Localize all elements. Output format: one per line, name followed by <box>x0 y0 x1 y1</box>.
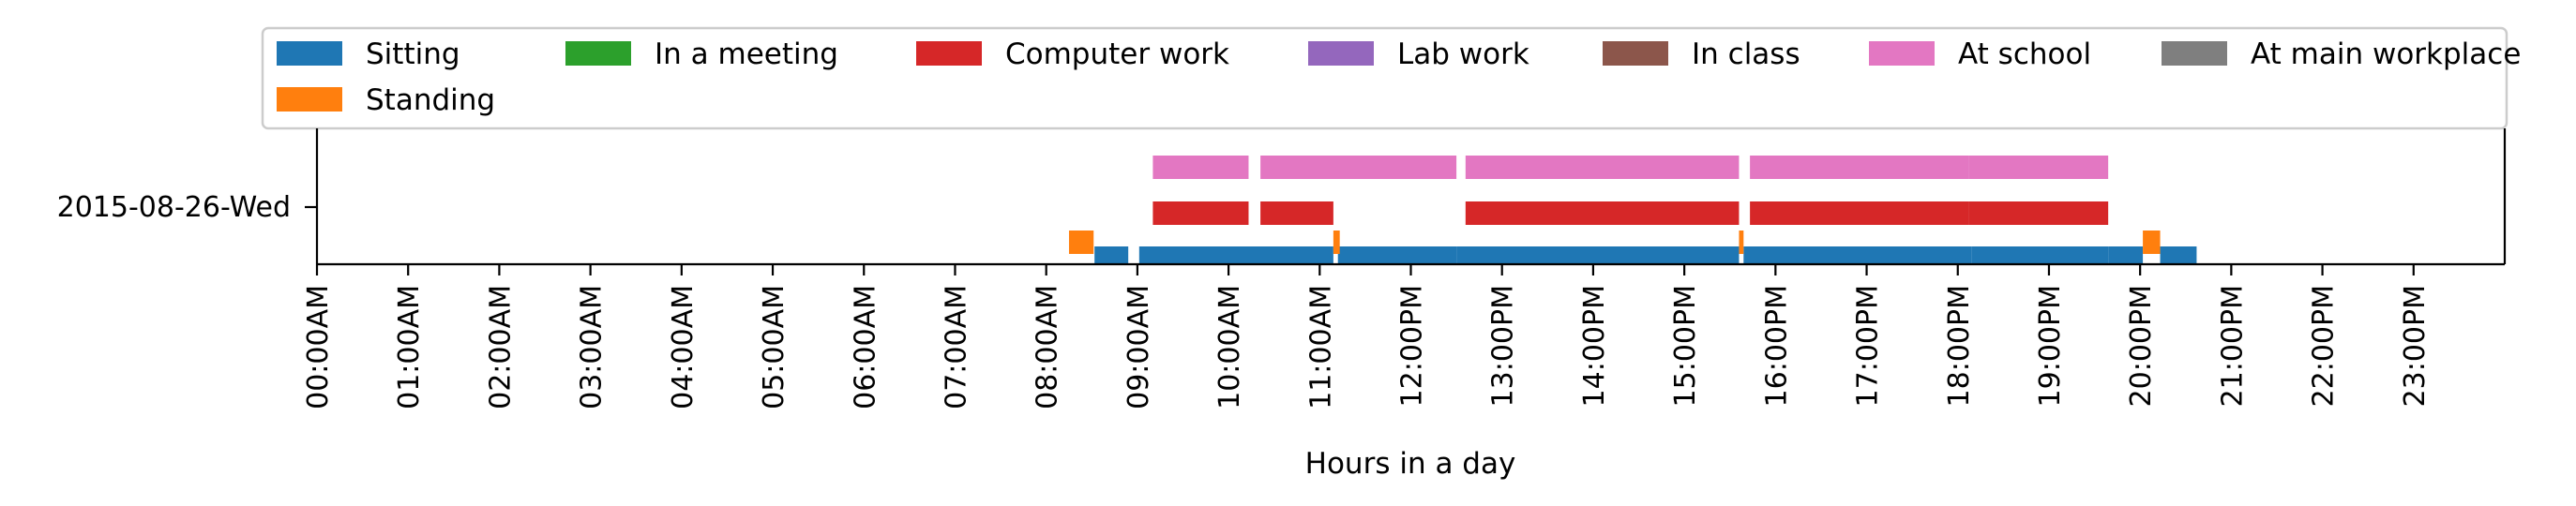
x-tick-label: 01:00AM <box>393 285 426 409</box>
plot-area: 2015-08-26-Wed 00:00AM 01:00AM 02:00AM 03:0… <box>57 128 2507 481</box>
x-tick-label: 12:00PM <box>1396 285 1429 407</box>
legend-label: Sitting <box>366 37 460 71</box>
bar-sitting <box>1138 246 1333 264</box>
bar-sitting <box>1337 246 1457 264</box>
bar-standing <box>1739 231 1744 254</box>
x-tick-label: 07:00AM <box>940 285 972 409</box>
legend-label: Computer work <box>1005 37 1229 71</box>
bar-computer-work <box>1260 201 1333 225</box>
legend-swatch-sitting <box>277 41 342 66</box>
x-tick-label: 19:00PM <box>2034 285 2067 407</box>
legend-label: At school <box>1958 37 2091 71</box>
bar-computer-work <box>1152 201 1249 225</box>
legend-label: In class <box>1692 37 1800 71</box>
x-tick-label: 06:00AM <box>849 285 881 409</box>
bar-at-school <box>1750 156 1969 179</box>
x-tick-label: 05:00AM <box>758 285 791 409</box>
x-tick-label: 15:00PM <box>1669 285 1702 407</box>
bar-sitting <box>1743 246 1972 264</box>
x-axis-title: Hours in a day <box>1305 447 1516 481</box>
x-tick-label: 21:00PM <box>2216 285 2249 407</box>
x-tick-label: 08:00AM <box>1032 285 1064 409</box>
legend-label: Standing <box>366 83 495 117</box>
bar-at-school <box>1968 156 2109 179</box>
legend-swatch-standing <box>277 87 342 112</box>
x-tick-label: 11:00AM <box>1304 285 1337 409</box>
x-tick-label: 20:00PM <box>2125 285 2158 407</box>
x-tick-label: 13:00PM <box>1487 285 1520 407</box>
legend-label: In a meeting <box>655 37 838 71</box>
x-tick-label: 02:00AM <box>484 285 517 409</box>
x-tick-label: 03:00AM <box>576 285 609 409</box>
bar-computer-work <box>1968 201 2109 225</box>
legend-swatch-computer-work <box>916 41 982 66</box>
x-tick-label: 23:00PM <box>2399 285 2432 407</box>
bar-computer-work <box>1465 201 1740 225</box>
bar-standing <box>1333 231 1340 254</box>
x-tick-label: 16:00PM <box>1760 285 1793 407</box>
x-tick-label: 17:00PM <box>1852 285 1885 407</box>
legend-frame <box>261 26 2508 130</box>
legend-label: Lab work <box>1397 37 1529 71</box>
legend: Sitting Standing In a meeting Computer work… <box>261 26 2521 130</box>
legend-swatch-lab-work <box>1308 41 1374 66</box>
x-tick-label: 22:00PM <box>2308 285 2341 407</box>
legend-swatch-at-main-workplace <box>2162 41 2227 66</box>
x-tick-label: 04:00AM <box>667 285 700 409</box>
bar-standing <box>1068 231 1094 254</box>
legend-swatch-at-school <box>1869 41 1935 66</box>
bar-at-school <box>1260 156 1457 179</box>
bar-sitting <box>2160 246 2197 264</box>
x-tick-label: 18:00PM <box>1943 285 1976 407</box>
bar-computer-work <box>1750 201 1969 225</box>
x-tick-label: 10:00AM <box>1213 285 1246 409</box>
legend-swatch-in-a-meeting <box>565 41 631 66</box>
bar-sitting <box>1456 246 1740 264</box>
bar-at-school <box>1465 156 1740 179</box>
legend-label: At main workplace <box>2251 37 2521 71</box>
legend-swatch-in-class <box>1603 41 1668 66</box>
bar-at-school <box>1152 156 1249 179</box>
row-label: 2015-08-26-Wed <box>57 191 291 224</box>
x-tick-label: 00:00AM <box>302 285 335 409</box>
bar-sitting <box>1094 246 1129 264</box>
x-tick-label: 14:00PM <box>1578 285 1611 407</box>
bar-sitting <box>2108 246 2144 264</box>
x-tick-label: 09:00AM <box>1122 285 1155 409</box>
bar-sitting <box>1971 246 2109 264</box>
bar-standing <box>2143 231 2161 254</box>
